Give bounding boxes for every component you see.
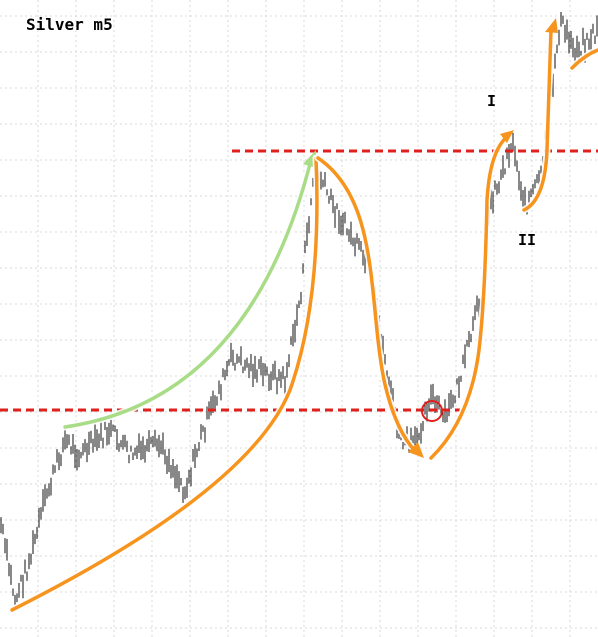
- arrowhead: [545, 18, 558, 33]
- orange-curve: [570, 48, 598, 70]
- orange-curve: [522, 28, 553, 212]
- marker-circle: [421, 400, 443, 422]
- annotation: I: [487, 92, 496, 110]
- orange-curve: [316, 156, 418, 454]
- annotation: II: [518, 231, 536, 249]
- green-curve: [63, 158, 313, 429]
- arrowhead: [500, 130, 514, 143]
- orange-curve: [429, 134, 510, 460]
- arrowhead: [408, 442, 424, 458]
- chart-title: Silver m5: [26, 15, 113, 34]
- price-bars: [0, 11, 598, 606]
- orange-curve: [10, 156, 319, 612]
- trend-curves: [8, 18, 598, 614]
